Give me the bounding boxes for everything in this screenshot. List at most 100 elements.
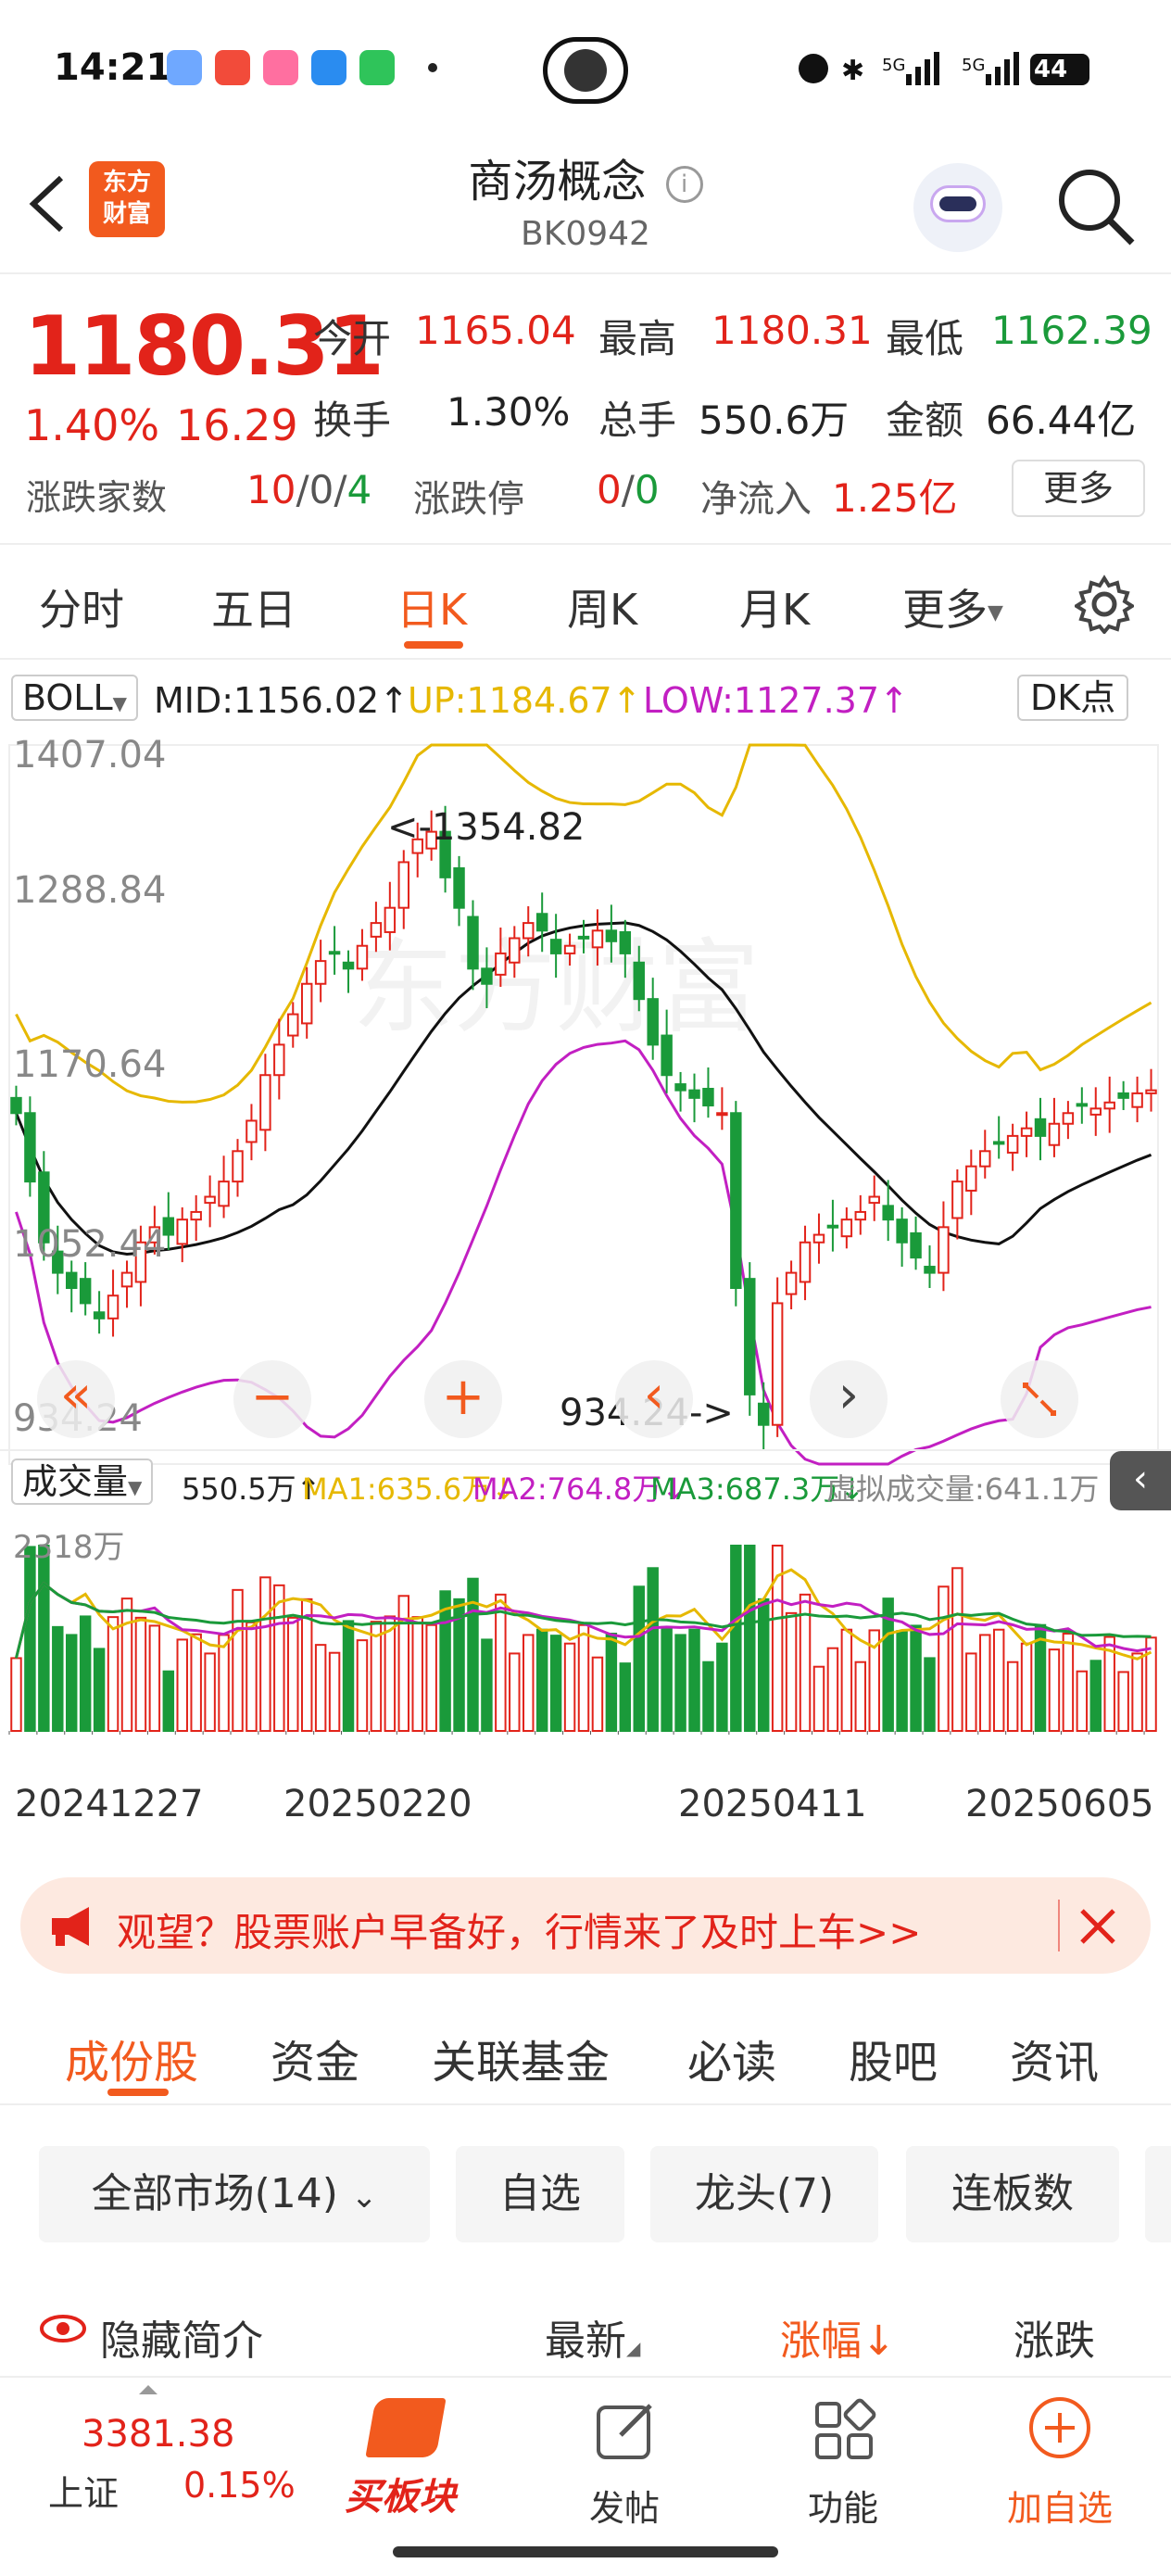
zoom-out-icon[interactable]: − (233, 1360, 311, 1438)
scroll-left-icon[interactable]: « (37, 1360, 115, 1438)
back-icon[interactable] (20, 167, 76, 241)
boll-indicator-bar: BOLL▼ MID:1156.02↑ UP:1184.67↑ LOW:1127.… (0, 667, 1171, 726)
volume-bar (1117, 1671, 1129, 1733)
chip-watchlist[interactable]: 自选 (456, 2146, 624, 2242)
chip-leaders[interactable]: 龙头(7) (650, 2146, 878, 2242)
settings-gear-icon[interactable] (1075, 575, 1134, 634)
dropdown-caret-icon: ▼ (112, 692, 128, 714)
col-change-pct[interactable]: 涨幅↓ (780, 2307, 896, 2367)
post-edit-icon[interactable] (593, 2398, 658, 2463)
volume-bar (1145, 1636, 1157, 1733)
x-tick-3: 20250411 (678, 1783, 867, 1825)
volume-bar (1006, 1661, 1019, 1732)
col-latest[interactable]: 最新◢ (545, 2307, 640, 2367)
add-watchlist-icon[interactable] (1026, 2394, 1093, 2461)
candle-body (218, 1181, 230, 1207)
tab-constituents[interactable]: 成份股 (65, 2037, 199, 2089)
tab-must-read[interactable]: 必读 (687, 2037, 777, 2089)
chip-overflow[interactable] (1145, 2146, 1171, 2242)
candle-body (716, 1112, 728, 1117)
more-button[interactable]: 更多 (1012, 460, 1145, 517)
info-icon[interactable]: i (665, 166, 703, 203)
candle-body (868, 1195, 880, 1205)
promo-banner[interactable]: 观望？股票账户早备好，行情来了及时上车>> (20, 1877, 1151, 1974)
buy-sector-label[interactable]: 买板块 (345, 2476, 456, 2519)
kline-chart-area[interactable]: BOLL▼ MID:1156.02↑ UP:1184.67↑ LOW:1127.… (0, 660, 1171, 1855)
volume-bar (107, 1616, 120, 1732)
volume-bar (605, 1633, 618, 1732)
tab-monthly-k[interactable]: 月K (739, 585, 811, 635)
index-value[interactable]: 3381.38 (82, 2413, 235, 2456)
tab-news[interactable]: 资讯 (1010, 2037, 1100, 2089)
post-label[interactable]: 发帖 (588, 2488, 660, 2529)
search-icon[interactable] (1054, 165, 1138, 248)
app-icon-4 (311, 50, 346, 85)
candle-body (951, 1181, 963, 1219)
volume-bar (314, 1644, 327, 1732)
candle-body (523, 922, 535, 940)
volume-bar (481, 1638, 493, 1732)
boll-upper-line (15, 743, 1152, 1104)
tab-daily-k[interactable]: 日K (397, 585, 468, 635)
volume-bar (356, 1639, 369, 1732)
close-icon[interactable] (1078, 1907, 1117, 1946)
tab-more[interactable]: 更多▼ (902, 576, 1003, 638)
volume-bar (938, 1585, 950, 1732)
breadth-counts: 10/0/4 (246, 467, 371, 512)
collapse-panel-icon[interactable]: ‹ (1110, 1451, 1171, 1510)
tab-five-day[interactable]: 五日 (211, 585, 296, 635)
volume-bar (702, 1661, 714, 1732)
candle-body (259, 1074, 271, 1131)
index-name[interactable]: 上证 (48, 2473, 120, 2514)
volume-bar (882, 1597, 894, 1733)
col-change[interactable]: 涨跌 (1014, 2317, 1095, 2365)
candle-body (342, 961, 355, 970)
candle-body (1089, 1107, 1102, 1116)
assistant-robot-icon[interactable] (913, 163, 1002, 252)
tab-funds[interactable]: 资金 (271, 2037, 360, 2089)
candle-body (453, 867, 465, 909)
tab-weekly-k[interactable]: 周K (567, 585, 638, 635)
chip-consecutive-limit[interactable]: 连板数 (906, 2146, 1119, 2242)
dk-point-button[interactable]: DK点 (1017, 675, 1129, 721)
volume-selector[interactable]: 成交量▼ (11, 1458, 154, 1505)
active-segment-indicator (107, 2089, 169, 2096)
eastmoney-logo[interactable]: 东方 财富 (89, 161, 165, 237)
filter-chips: 全部市场(14) ⌄ 自选 龙头(7) 连板数 (0, 2131, 1171, 2242)
chip-all-market[interactable]: 全部市场(14) ⌄ (39, 2146, 430, 2242)
next-candle-icon[interactable]: › (810, 1360, 888, 1438)
boll-selector[interactable]: BOLL▼ (11, 675, 139, 721)
volume-plot[interactable] (0, 1512, 1171, 1735)
zoom-in-icon[interactable]: + (424, 1360, 502, 1438)
add-watchlist-label[interactable]: 加自选 (1006, 2488, 1113, 2529)
camera-pill-icon (543, 37, 628, 104)
fullscreen-icon[interactable] (1001, 1360, 1078, 1438)
tab-related-funds[interactable]: 关联基金 (432, 2037, 611, 2089)
volume-bar (785, 1611, 798, 1732)
candle-body (563, 944, 576, 954)
volume-bar (120, 1597, 133, 1733)
eye-icon[interactable] (39, 2313, 87, 2344)
volume-bar (633, 1585, 645, 1732)
functions-grid-icon[interactable] (812, 2398, 876, 2463)
home-indicator[interactable] (393, 2546, 778, 2557)
tab-forum[interactable]: 股吧 (849, 2037, 938, 2089)
candle-body (300, 982, 313, 1025)
sort-icon: ◢ (626, 2337, 641, 2359)
candle-body (826, 1224, 839, 1229)
hide-intro-toggle[interactable]: 隐藏简介 (100, 2317, 263, 2365)
volume-bar (840, 1628, 853, 1732)
change-pct: 1.40% (24, 400, 160, 450)
buy-sector-icon[interactable] (365, 2398, 447, 2457)
tab-intraday[interactable]: 分时 (39, 585, 124, 635)
open-value: 1165.04 (415, 308, 576, 353)
candlestick-plot[interactable]: 东方财富 (0, 726, 1171, 1468)
volume-bar (771, 1545, 784, 1732)
candle-body (619, 930, 632, 954)
functions-label[interactable]: 功能 (807, 2488, 878, 2529)
candle-body (896, 1219, 908, 1244)
candle-body (1034, 1118, 1047, 1137)
breadth-flat: 0 (308, 467, 334, 512)
prev-candle-icon[interactable]: ‹ (615, 1360, 693, 1438)
index-pct[interactable]: 0.15% (183, 2465, 296, 2506)
